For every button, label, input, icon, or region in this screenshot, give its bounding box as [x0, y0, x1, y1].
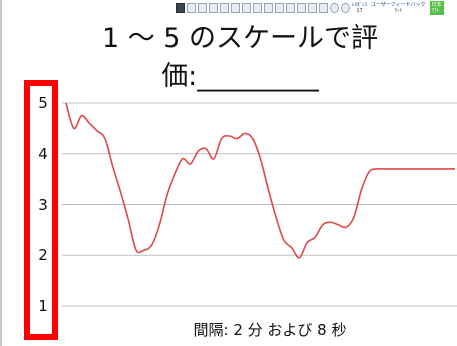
response-label: ﾚｽﾎﾟﾝｽ — [352, 2, 368, 8]
toolbar-feedback-cell[interactable]: ユーザーフィードバック ｸｰﾄ — [369, 2, 428, 14]
settings-icon[interactable] — [286, 3, 295, 13]
rating-icon[interactable] — [220, 3, 229, 13]
share-icon[interactable] — [308, 3, 317, 13]
feedback-sub: ｸｰﾄ — [394, 8, 403, 14]
y-tick-label-2: 2 — [38, 246, 48, 265]
grid-icon[interactable] — [209, 3, 218, 13]
table-icon[interactable] — [231, 3, 240, 13]
polling-toolbar: ﾚｽﾎﾟﾝｽ 17 ユーザーフィードバック ｸｰﾄ 日本 ｱｳﾄ — [176, 0, 457, 16]
app-logo-icon[interactable] — [176, 3, 185, 13]
toolbar-green-button[interactable]: 日本 ｱｳﾄ — [429, 1, 444, 15]
y-tick-label-3: 3 — [38, 195, 48, 214]
slide-icon[interactable] — [242, 3, 251, 13]
response-count: 17 — [356, 8, 363, 14]
slide-title-line1: 1 ～ 5 のスケールで評 — [101, 23, 379, 54]
y-tick-label-4: 4 — [38, 144, 48, 163]
green-label-top: 日本 — [431, 2, 442, 8]
series-line — [65, 102, 455, 259]
pointer-icon[interactable] — [187, 3, 196, 13]
target-icon[interactable] — [330, 3, 339, 13]
slide-left-edge — [0, 0, 2, 346]
dropdown-icon[interactable] — [275, 3, 284, 13]
draw-icon[interactable] — [319, 3, 328, 13]
chart-grid — [62, 102, 457, 307]
y-tick-label-5: 5 — [38, 94, 48, 112]
interval-footer: 間隔: 2 分 および 8 秒 — [193, 321, 347, 339]
dropdown-icon[interactable] — [297, 3, 306, 13]
slide-title-line2: 価:_________ — [161, 61, 319, 92]
toolbar-response-cell[interactable]: ﾚｽﾎﾟﾝｽ 17 — [350, 2, 369, 14]
clock-icon[interactable] — [264, 3, 273, 13]
chart-icon[interactable] — [198, 3, 207, 13]
image-icon[interactable] — [253, 3, 262, 13]
help-icon[interactable] — [341, 3, 350, 13]
toolbar-icons — [176, 1, 350, 15]
y-axis-highlight-box — [24, 80, 58, 340]
feedback-label: ユーザーフィードバック — [371, 2, 426, 8]
y-tick-label-1: 1 — [38, 297, 48, 315]
green-label-bottom: ｱｳﾄ — [431, 8, 440, 14]
